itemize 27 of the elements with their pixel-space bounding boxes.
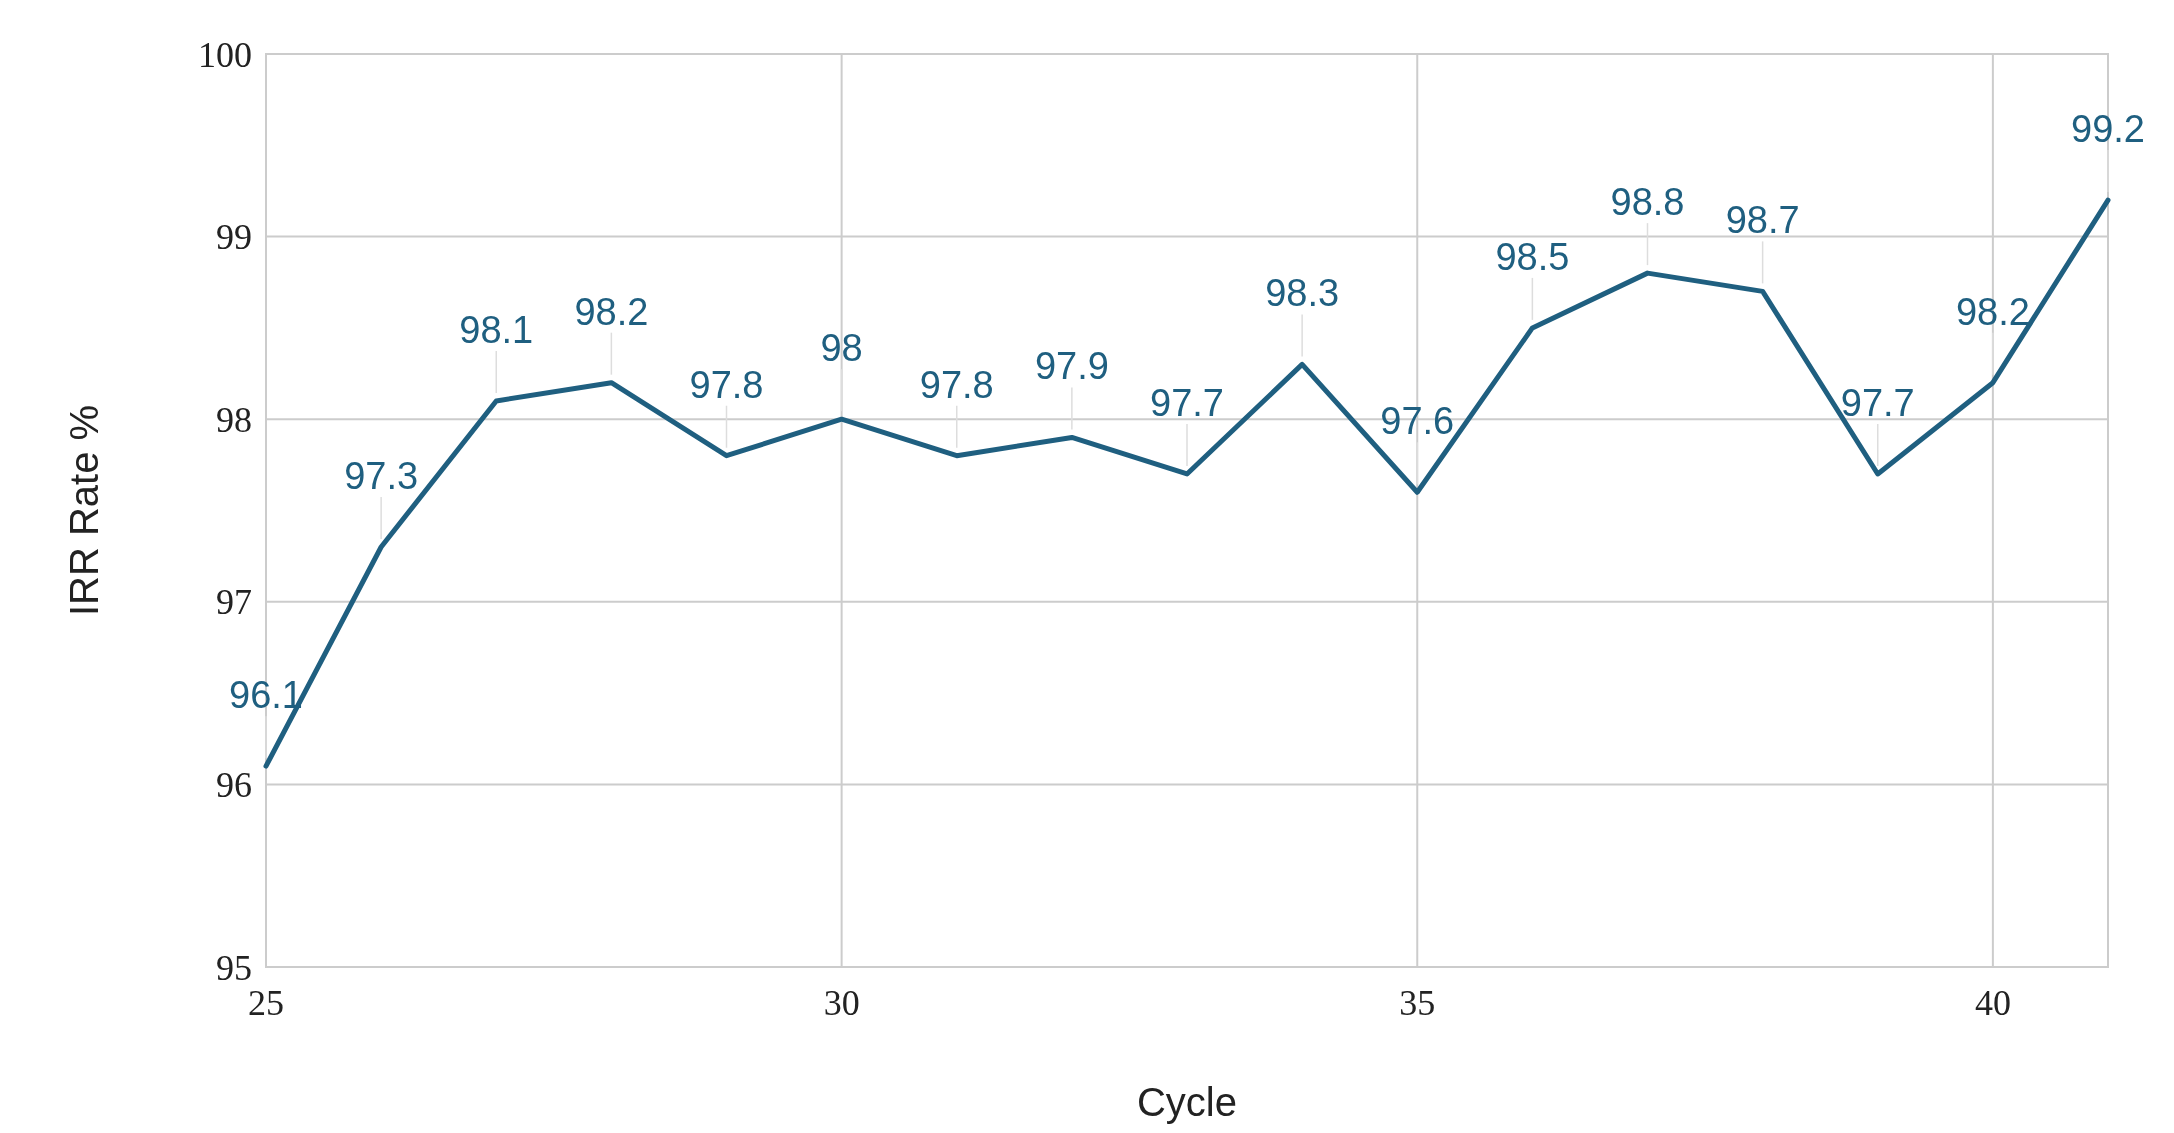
data-label: 98.2: [574, 290, 649, 333]
x-tick-label: 40: [1974, 983, 2011, 1023]
data-label: 97.7: [1150, 381, 1224, 424]
data-label: 98.8: [1610, 181, 1685, 224]
x-tick-label: 30: [823, 983, 860, 1023]
data-label: 97.6: [1380, 400, 1455, 443]
data-label: 98.5: [1495, 235, 1570, 278]
data-label: 97.3: [344, 455, 419, 498]
y-tick-label: 98: [216, 399, 252, 440]
data-label: 97.8: [689, 363, 764, 406]
data-label: 97.7: [1840, 381, 1915, 424]
data-label: 99.2: [2071, 108, 2145, 151]
data-label: 96.1: [229, 674, 303, 717]
data-label: 98.2: [1955, 290, 2030, 333]
y-tick-label: 96: [216, 765, 252, 805]
data-label: 98: [820, 327, 863, 370]
data-label: 97.9: [1034, 345, 1109, 388]
y-tick-label: 97: [216, 582, 252, 623]
data-label: 97.8: [919, 363, 994, 406]
y-tick-label: 99: [216, 217, 252, 258]
y-tick-label: 100: [198, 34, 252, 75]
x-axis-title: Cycle: [1136, 1080, 1238, 1124]
data-label: 98.7: [1725, 199, 1800, 242]
data-label: 98.1: [459, 308, 534, 351]
data-label: 98.3: [1265, 272, 1340, 315]
y-axis-title: IRR Rate %: [62, 404, 106, 617]
x-tick-label: 35: [1399, 983, 1436, 1023]
